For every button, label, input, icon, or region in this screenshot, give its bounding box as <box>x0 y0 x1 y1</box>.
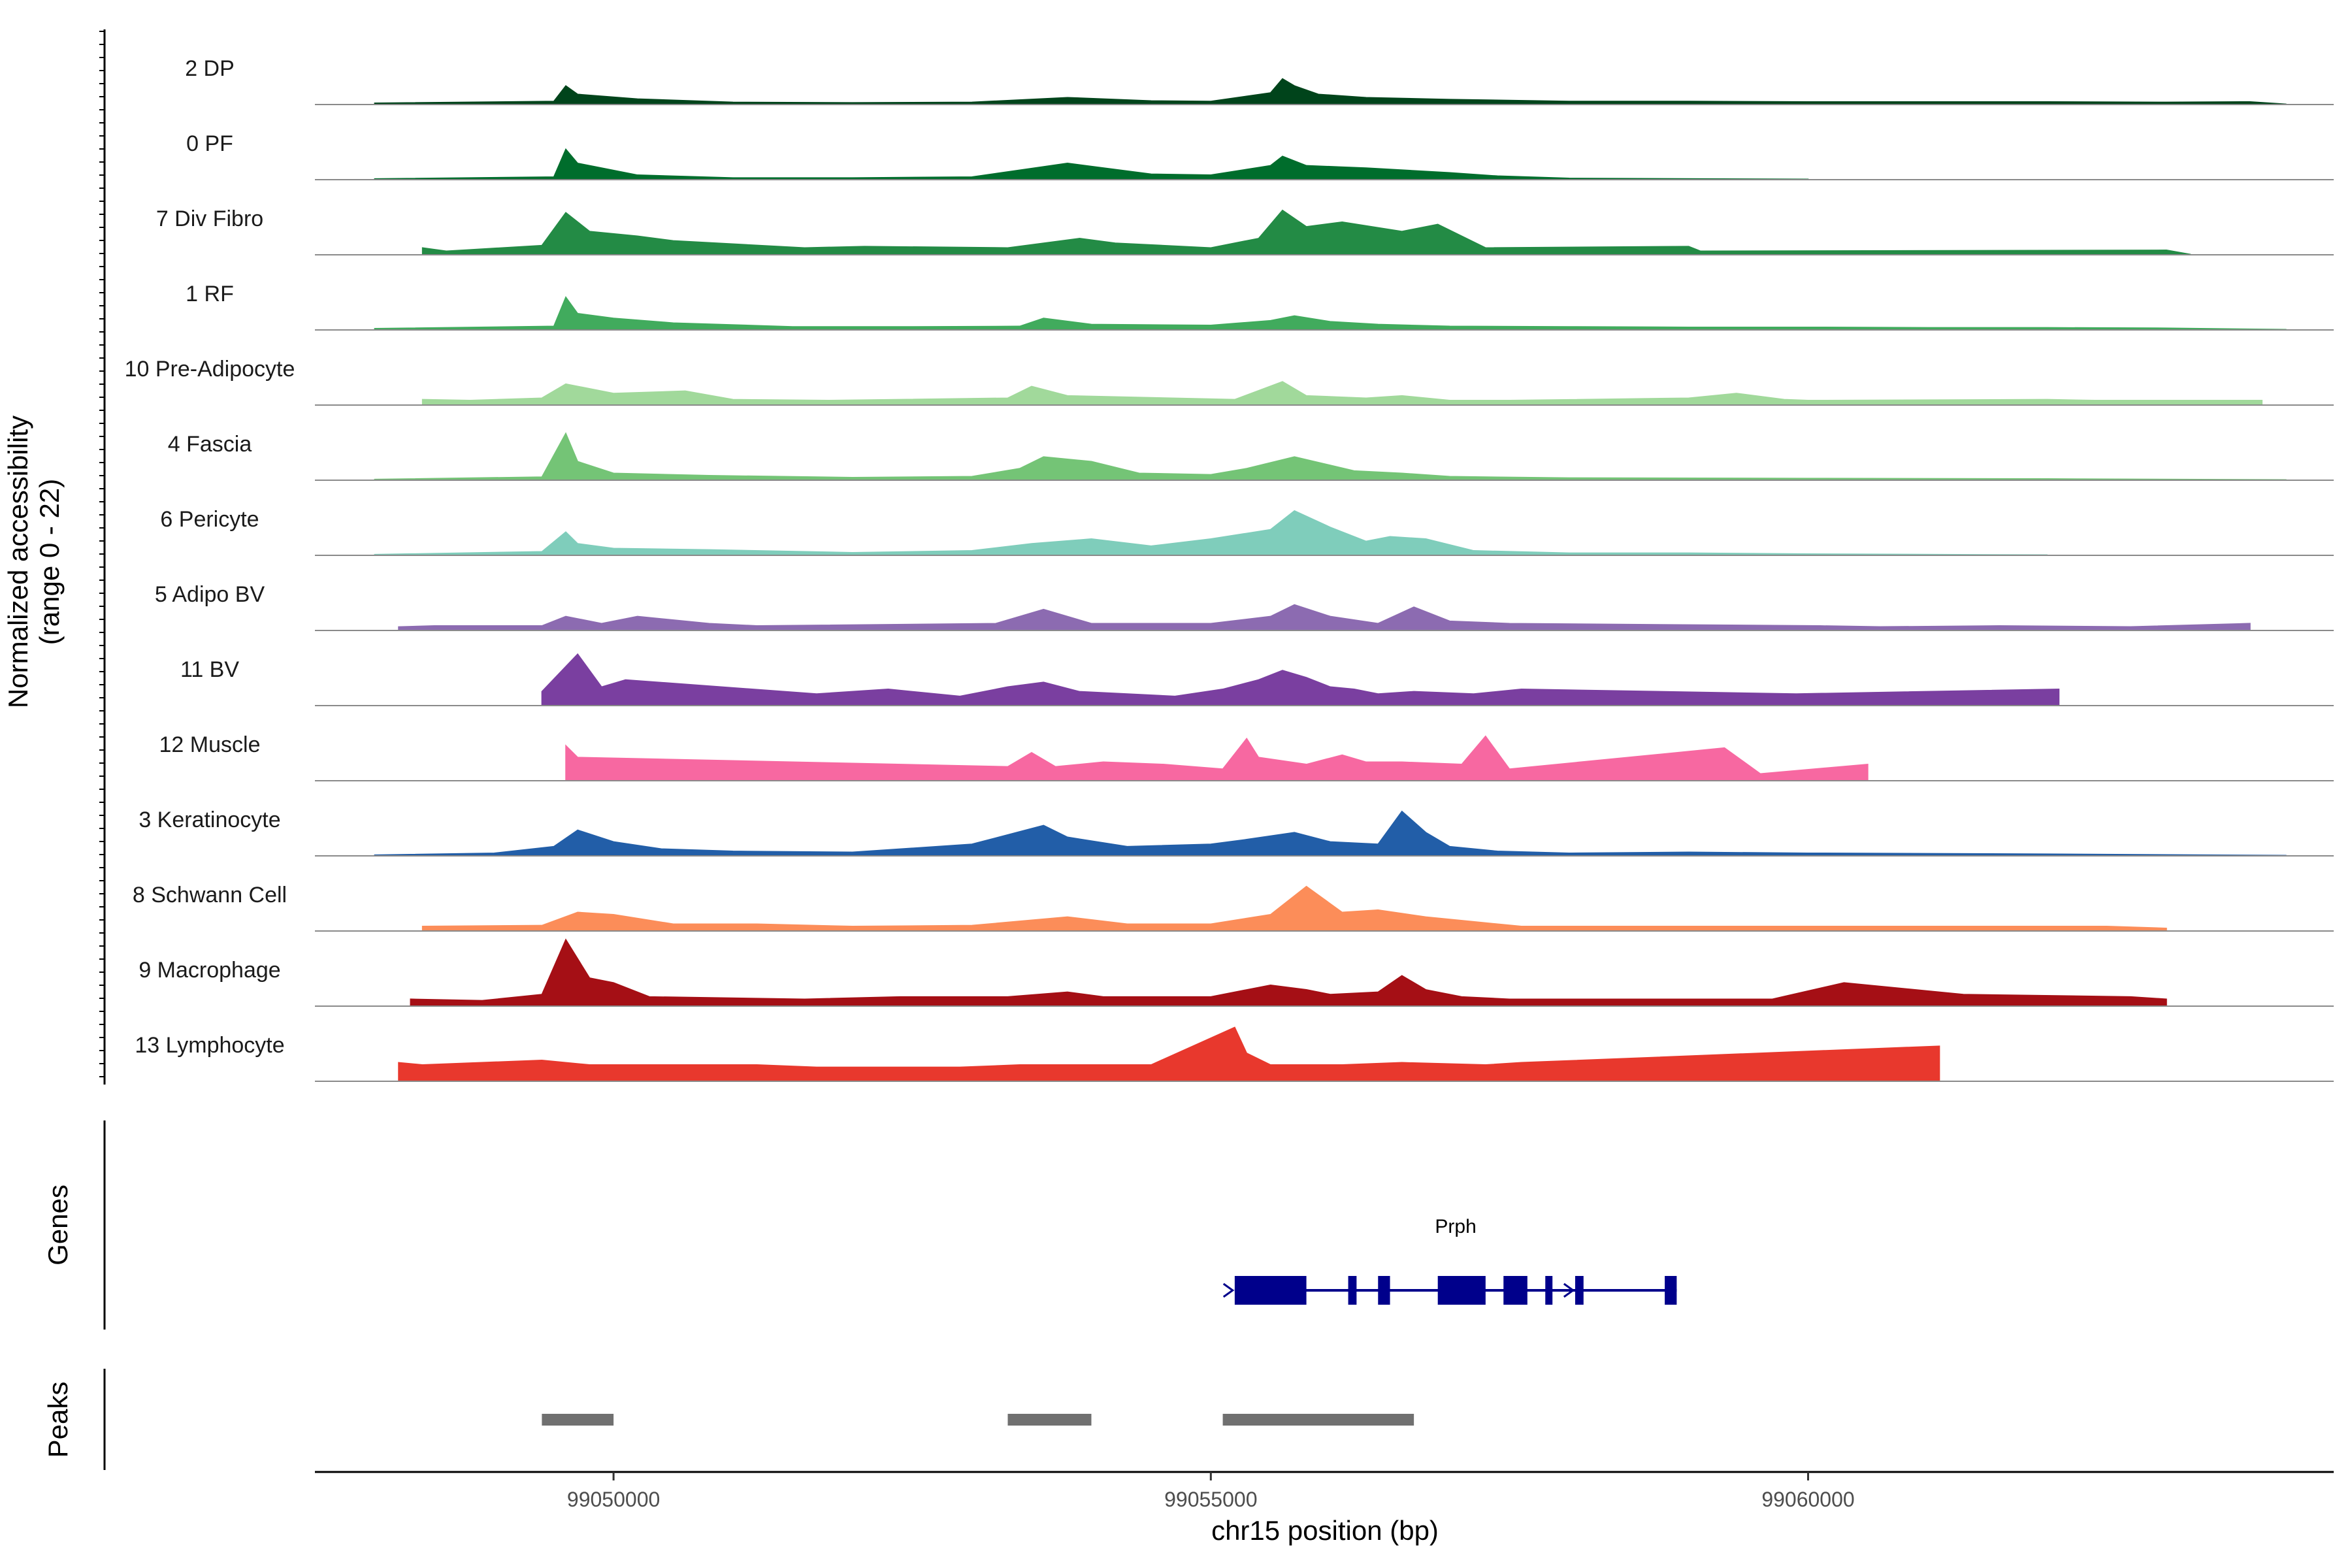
peak-bar <box>1007 1414 1092 1426</box>
x-tick-label: 99055000 <box>1164 1488 1257 1511</box>
x-tick-label: 99060000 <box>1761 1488 1854 1511</box>
coverage-area-6-pericyte <box>374 510 2048 556</box>
coverage-area-9-macrophage <box>410 938 2167 1007</box>
gene-exon <box>1378 1276 1390 1305</box>
genes-panel: Genes Prph <box>42 1120 1677 1330</box>
gene-exon <box>1348 1276 1357 1305</box>
gene-exon <box>1665 1276 1677 1305</box>
coverage-area-0-pf <box>374 148 1809 180</box>
track-7-div-fibro: 7 Div Fibro <box>156 206 2334 255</box>
coverage-tracks: 2 DP 0 PF 7 Div Fibro 1 RF 10 Pre-Adipocyte 4… <box>125 56 2334 1082</box>
y-axis-title-line2: (range 0 - 22) <box>34 479 65 645</box>
track-label-2-dp: 2 DP <box>185 56 235 81</box>
track-12-muscle: 12 Muscle <box>159 732 2334 781</box>
coverage-area-2-dp <box>374 78 2287 105</box>
track-3-keratinocyte: 3 Keratinocyte <box>139 808 2334 857</box>
coverage-area-11-bv <box>541 653 2060 706</box>
track-label-5-adipo-bv: 5 Adipo BV <box>155 582 265 607</box>
gene-models <box>1222 1276 1677 1305</box>
gene-exon <box>1545 1276 1553 1305</box>
track-13-lymphocyte: 13 Lymphocyte <box>135 1026 2334 1082</box>
track-2-dp: 2 DP <box>185 56 2334 105</box>
peaks-track-title: Peaks <box>42 1382 73 1458</box>
track-8-schwann-cell: 8 Schwann Cell <box>133 883 2334 932</box>
track-label-9-macrophage: 9 Macrophage <box>139 958 280 983</box>
coverage-area-13-lymphocyte <box>398 1026 1940 1082</box>
track-label-13-lymphocyte: 13 Lymphocyte <box>135 1033 284 1058</box>
peak-bars <box>542 1414 1414 1426</box>
track-label-0-pf: 0 PF <box>186 131 233 156</box>
x-axis: 99050000 99055000 99060000 chr15 position … <box>315 1471 2334 1546</box>
peaks-panel: Peaks <box>42 1369 1414 1470</box>
strand-arrow <box>1222 1282 1235 1298</box>
track-label-7-div-fibro: 7 Div Fibro <box>156 206 263 231</box>
track-label-10-pre-adipocyte: 10 Pre-Adipocyte <box>125 357 295 382</box>
x-tick-label: 99050000 <box>567 1488 660 1511</box>
track-label-8-schwann-cell: 8 Schwann Cell <box>133 883 287 907</box>
track-0-pf: 0 PF <box>186 131 2334 180</box>
coverage-area-10-pre-adipocyte <box>421 381 2263 406</box>
track-label-11-bv: 11 BV <box>180 657 239 682</box>
genes-track-title: Genes <box>42 1184 73 1266</box>
peak-bar <box>1222 1414 1414 1426</box>
coverage-y-ticks <box>99 31 105 1077</box>
coverage-area-7-div-fibro <box>421 209 2191 255</box>
track-label-3-keratinocyte: 3 Keratinocyte <box>139 808 280 832</box>
track-label-6-pericyte: 6 Pericyte <box>160 507 259 532</box>
coverage-axis-title: Normalized accessibility (range 0 - 22) <box>3 416 65 708</box>
coverage-area-1-rf <box>374 296 2287 331</box>
gene-exon <box>1437 1276 1486 1305</box>
peak-bar <box>542 1414 614 1426</box>
track-6-pericyte: 6 Pericyte <box>160 507 2334 556</box>
coverage-area-12-muscle <box>565 735 1869 781</box>
track-10-pre-adipocyte: 10 Pre-Adipocyte <box>125 357 2334 406</box>
coverage-area-3-keratinocyte <box>374 810 2287 857</box>
track-9-macrophage: 9 Macrophage <box>139 938 2334 1007</box>
track-4-fascia: 4 Fascia <box>168 432 2334 481</box>
gene-exon <box>1575 1276 1584 1305</box>
strand-arrow <box>1563 1282 1575 1298</box>
coverage-area-8-schwann-cell <box>421 885 2167 932</box>
track-label-1-rf: 1 RF <box>186 282 234 306</box>
track-label-4-fascia: 4 Fascia <box>168 432 252 457</box>
x-axis-title: chr15 position (bp) <box>1211 1515 1439 1546</box>
track-5-adipo-bv: 5 Adipo BV <box>155 582 2334 631</box>
gene-exon <box>1503 1276 1527 1305</box>
track-1-rf: 1 RF <box>186 282 2334 331</box>
x-axis-ticks: 99050000 99055000 99060000 <box>567 1472 1855 1511</box>
gene-exon <box>1234 1276 1307 1305</box>
y-axis-title-line1: Normalized accessibility <box>3 416 33 708</box>
coverage-area-5-adipo-bv <box>398 604 2251 631</box>
track-11-bv: 11 BV <box>180 653 2334 706</box>
track-label-12-muscle: 12 Muscle <box>159 732 261 757</box>
coverage-area-4-fascia <box>374 432 2287 481</box>
gene-name-label: Prph <box>1435 1216 1476 1237</box>
